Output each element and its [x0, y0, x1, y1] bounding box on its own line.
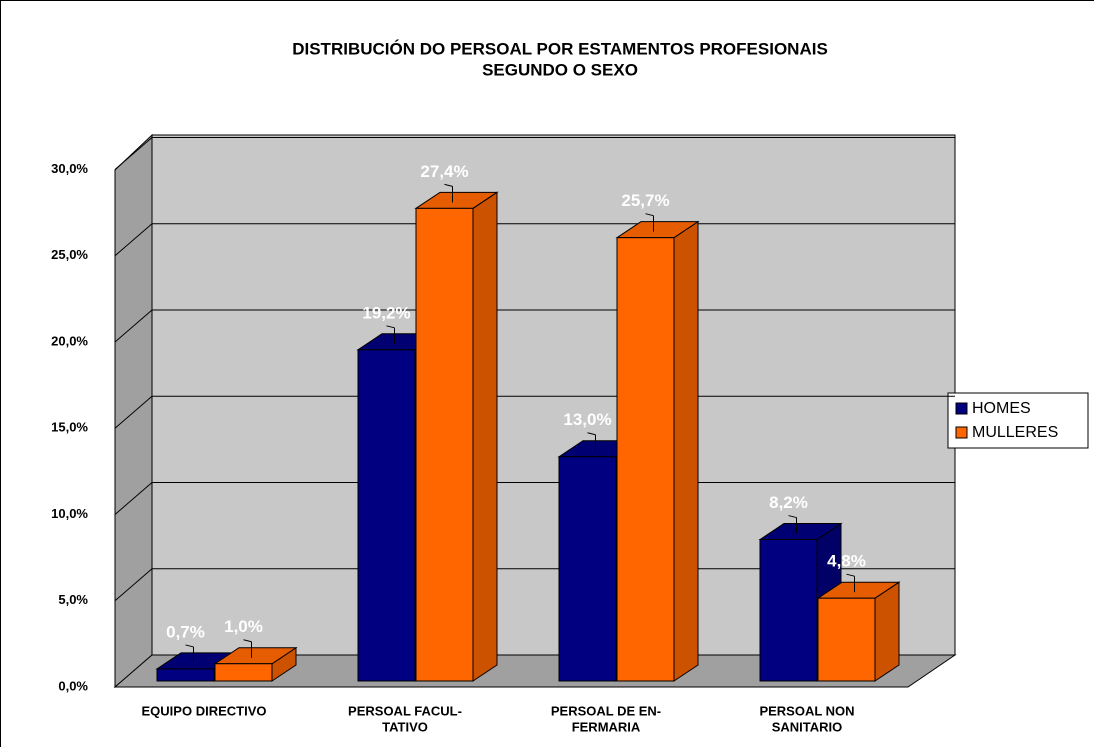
y-tick-label: 20,0% — [51, 333, 88, 348]
bar — [816, 581, 901, 682]
value-label: 1,0% — [224, 617, 263, 636]
y-tick-label: 15,0% — [51, 420, 88, 435]
value-label: 4,8% — [827, 552, 866, 571]
x-tick-label: TATIVO — [382, 719, 428, 734]
legend-swatch — [955, 426, 968, 439]
bar-face — [357, 349, 416, 682]
leader-line — [185, 644, 194, 648]
legend-label: HOMES — [972, 400, 1031, 417]
leader-line — [788, 515, 797, 519]
leader-line — [243, 639, 252, 643]
bar-face — [817, 597, 876, 682]
x-tick-label: EQUIPO DIRECTIVO — [142, 703, 267, 718]
bar-face — [156, 668, 215, 682]
y-tick-label: 25,0% — [51, 247, 88, 262]
floor — [113, 654, 957, 688]
side-wall — [114, 133, 153, 689]
leader-line — [444, 183, 453, 187]
grid-line — [114, 223, 153, 257]
leader-line — [587, 432, 596, 436]
bar-face — [616, 237, 675, 682]
chart-title: SEGUNDO O SEXO — [482, 60, 638, 79]
value-label: 8,2% — [769, 493, 808, 512]
x-tick-label: PERSOAL FACUL- — [348, 703, 462, 718]
bar — [213, 646, 298, 682]
x-tick-label: FERMARIA — [572, 719, 641, 734]
bar — [414, 191, 499, 682]
value-label: 27,4% — [420, 162, 468, 181]
grid-line — [114, 137, 153, 170]
y-tick-label: 10,0% — [51, 506, 88, 521]
chart-title: DISTRIBUCIÓN DO PERSOAL POR ESTAMENTOS P… — [292, 39, 828, 58]
y-tick-label: 0,0% — [58, 678, 88, 693]
value-label: 19,2% — [362, 303, 410, 322]
bar-face — [759, 539, 818, 682]
x-tick-label: PERSOAL NON — [759, 703, 854, 718]
legend — [947, 392, 1089, 449]
leader-line — [846, 573, 855, 577]
y-tick-label: 5,0% — [58, 592, 88, 607]
grid-line — [114, 568, 153, 602]
leader-line — [386, 325, 395, 329]
leader-line — [645, 213, 654, 217]
x-tick-label: SANITARIO — [772, 719, 843, 734]
x-tick-label: PERSOAL DE EN- — [551, 703, 661, 718]
grid-line — [114, 482, 153, 515]
value-label: 25,7% — [621, 191, 669, 210]
bar-face — [472, 191, 498, 682]
bar-face — [874, 581, 900, 682]
y-tick-label: 30,0% — [51, 161, 88, 176]
bar-face — [214, 663, 273, 682]
legend-swatch — [955, 402, 968, 415]
grid-line — [114, 309, 153, 343]
grid-line — [114, 395, 153, 429]
value-label: 0,7% — [166, 622, 205, 641]
bar — [615, 220, 700, 682]
bar-face — [673, 220, 699, 682]
bar-face — [415, 207, 474, 682]
bar-face — [558, 456, 617, 682]
value-label: 13,0% — [563, 410, 611, 429]
legend-label: MULLERES — [972, 424, 1058, 441]
